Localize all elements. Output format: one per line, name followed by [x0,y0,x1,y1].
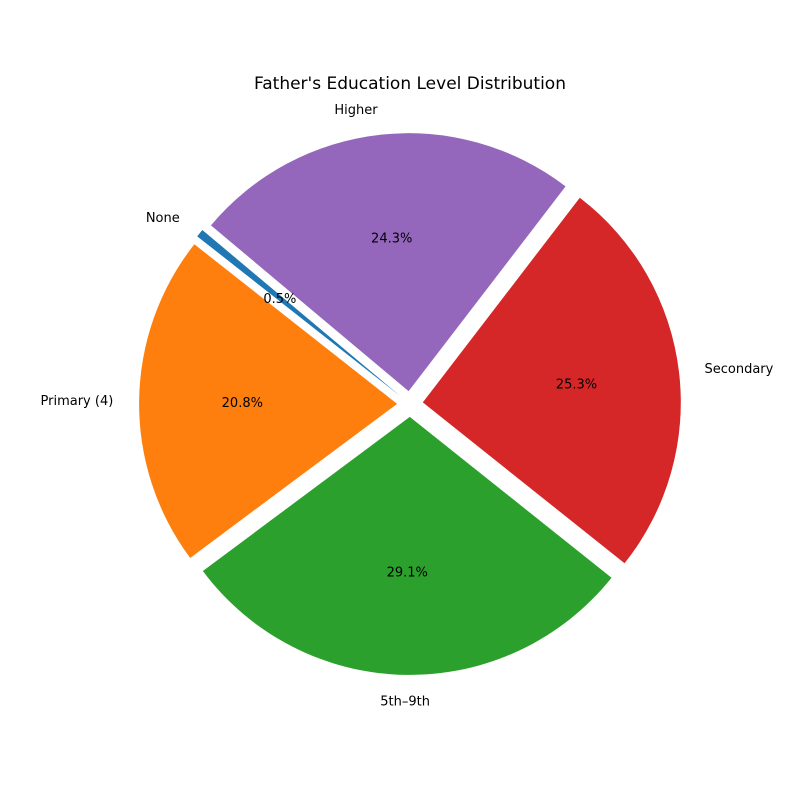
slices-layer [139,133,681,675]
labels-layer: None 0.5% Primary (4) 20.8% 5th–9th 29.1% Seco… [41,103,774,710]
pie-slice-secondary [422,197,681,564]
slice-label-secondary: Secondary [705,362,774,377]
slice-percent-secondary: 25.3% [556,378,597,393]
slice-label-primary-4: Primary (4) [41,394,114,409]
slice-percent-higher: 24.3% [371,231,412,246]
slice-label-higher: Higher [334,103,378,118]
pie-slice-5th-9th [202,416,612,675]
slice-label-none: None [146,211,180,226]
slice-percent-5th-9th: 29.1% [387,566,428,581]
pie-slice-none [197,230,400,396]
slice-label-5th-9th: 5th–9th [380,695,430,710]
slice-percent-primary-4: 20.8% [222,396,263,411]
pie-slice-primary-4 [139,244,398,558]
slice-percent-none: 0.5% [263,292,296,307]
pie-slice-higher [210,133,566,392]
chart-title: Father's Education Level Distribution [254,74,566,94]
